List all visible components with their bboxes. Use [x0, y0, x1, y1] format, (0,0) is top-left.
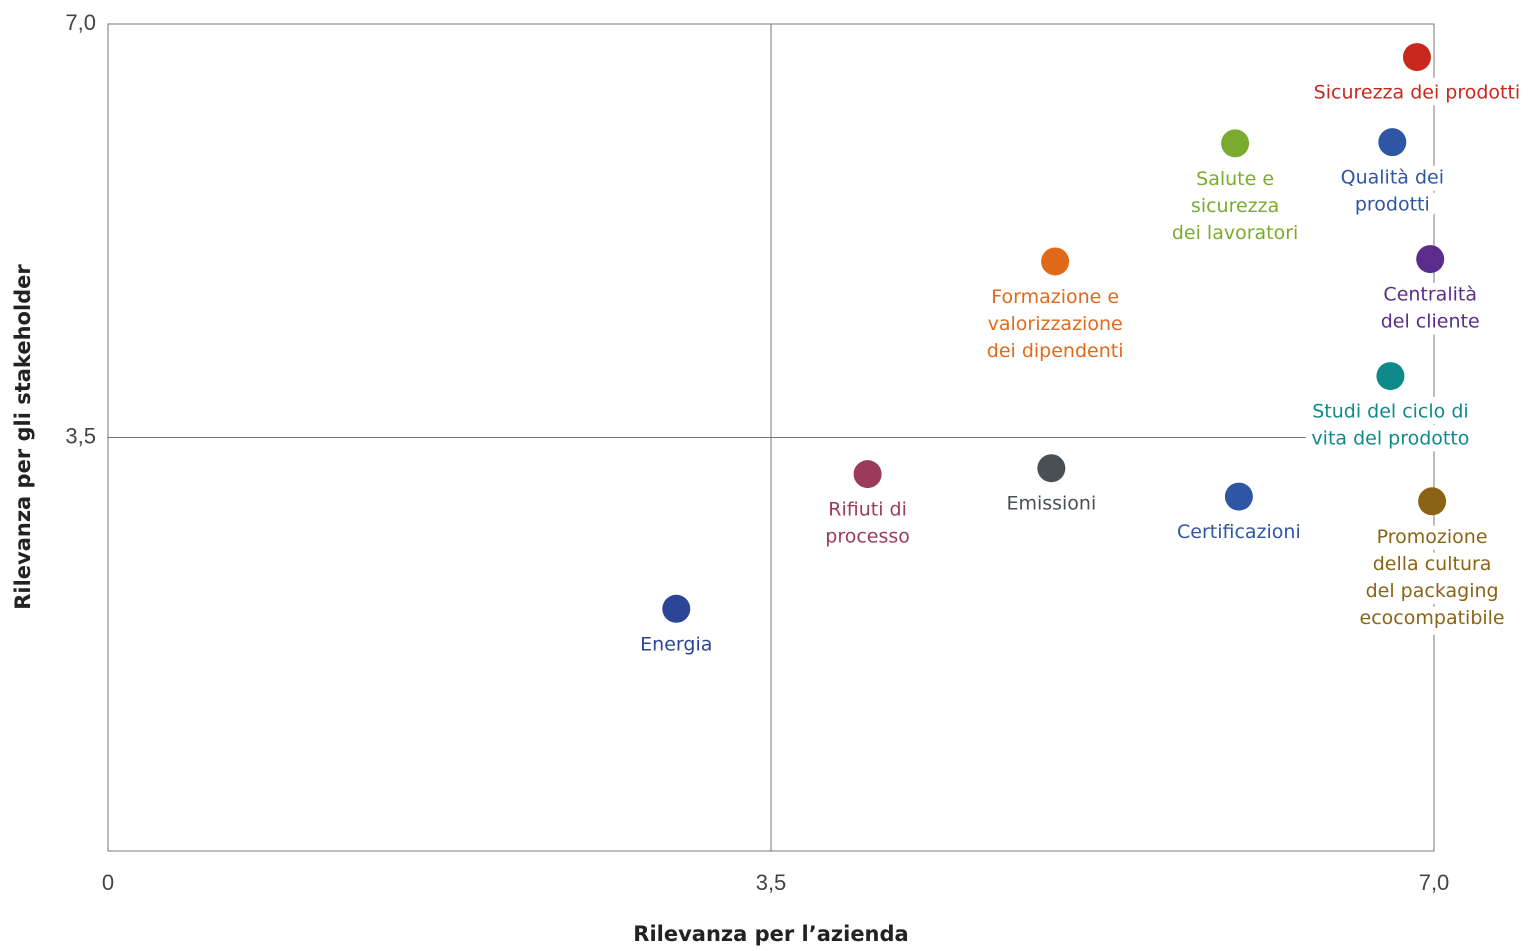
point-label: dei dipendenti	[987, 340, 1124, 362]
point-label: Qualità dei	[1341, 167, 1444, 189]
point	[1418, 487, 1447, 516]
point-label: Energia	[640, 633, 712, 655]
point-label: Rifiuti di	[828, 499, 907, 521]
point	[1378, 128, 1407, 157]
y-tick-label: 7,0	[65, 10, 96, 35]
point-label: Emissioni	[1006, 493, 1096, 515]
point-label: dei lavoratori	[1172, 222, 1298, 244]
point-label: del cliente	[1381, 311, 1480, 333]
point-label: Studi del ciclo di	[1312, 401, 1468, 423]
x-tick-label: 7,0	[1419, 870, 1450, 895]
point-label: Salute e	[1196, 168, 1274, 190]
point-label: Promozione	[1377, 526, 1488, 548]
point	[662, 594, 691, 623]
point	[1037, 454, 1066, 483]
point	[1041, 247, 1070, 276]
point-label: della cultura	[1373, 553, 1492, 575]
point-label: vita del prodotto	[1311, 428, 1469, 450]
point-label: Sicurezza dei prodotti	[1314, 82, 1521, 104]
point-label: sicurezza	[1191, 195, 1279, 217]
point	[1224, 482, 1253, 511]
point-label: Centralità	[1383, 284, 1477, 306]
point-label: Certificazioni	[1177, 521, 1301, 543]
point-label: del packaging	[1366, 580, 1499, 602]
point-label: processo	[825, 526, 910, 548]
point	[1376, 362, 1405, 391]
point-label: ecocompatibile	[1360, 607, 1505, 629]
x-tick-label: 3,5	[756, 870, 787, 895]
point-label: valorizzazione	[988, 313, 1123, 335]
y-tick-label: 3,5	[65, 423, 96, 448]
point	[1416, 245, 1445, 274]
point-label: prodotti	[1355, 194, 1430, 216]
point-label: Formazione e	[991, 286, 1119, 308]
point	[1221, 129, 1250, 158]
point	[853, 460, 882, 489]
x-tick-label: 0	[102, 870, 114, 895]
y-axis-title: Rilevanza per gli stakeholder	[11, 264, 35, 610]
point	[1402, 43, 1431, 72]
x-axis-title: Rilevanza per l’azienda	[633, 922, 908, 946]
